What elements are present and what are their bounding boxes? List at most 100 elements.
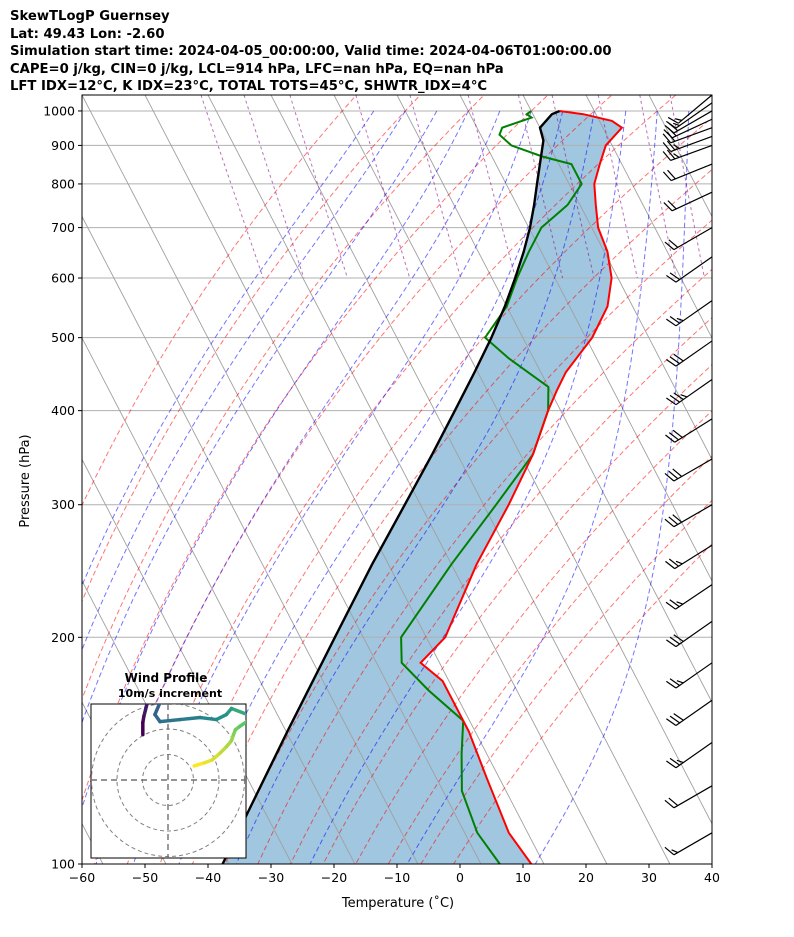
barb-feather <box>676 680 684 684</box>
hodograph-plot-area <box>91 704 246 858</box>
wind-barb <box>664 227 713 251</box>
wind-barb <box>666 378 713 406</box>
barb-feather <box>673 392 684 401</box>
barb-feather <box>666 397 677 406</box>
wind-barb <box>666 699 713 726</box>
y-tick-label: 800 <box>51 176 75 191</box>
barb-feather <box>668 239 679 248</box>
x-tick-label: −40 <box>195 870 221 885</box>
barb-staff <box>675 300 713 327</box>
barb-staff <box>671 118 713 139</box>
wind-barb <box>666 741 713 769</box>
dry-adiabat-line <box>192 168 712 864</box>
x-axis-label: Temperature (˚C) <box>341 895 454 911</box>
x-tick-label: 10 <box>515 870 531 885</box>
moist-adiabat-line <box>82 110 375 587</box>
mixing-ratio-line <box>355 95 411 279</box>
wind-barb <box>666 340 713 367</box>
mixing-ratio-line <box>467 95 516 279</box>
barb-feather <box>676 601 684 605</box>
barb-feather <box>673 122 680 127</box>
barb-staff <box>670 163 713 182</box>
barb-feather <box>669 316 680 324</box>
isotherm-line <box>648 95 712 218</box>
wind-barb <box>665 418 713 443</box>
barb-feather <box>665 434 676 443</box>
hodograph-title: Wind Profile <box>125 671 208 685</box>
y-tick-label: 500 <box>51 330 75 345</box>
barb-feather <box>675 560 683 565</box>
dry-adiabat-line <box>82 95 549 802</box>
barb-staff <box>673 227 713 251</box>
barb-staff <box>675 340 713 367</box>
barb-feather <box>673 153 680 158</box>
barb-staff <box>677 94 713 124</box>
mixing-ratio-line <box>409 95 462 279</box>
barb-staff <box>675 620 713 648</box>
moist-adiabat-line <box>132 110 532 864</box>
moist-adiabat-line <box>82 110 438 724</box>
dry-adiabat-line <box>322 364 712 864</box>
isotherm-line <box>522 95 712 461</box>
barb-staff <box>673 110 713 134</box>
barb-staff <box>675 256 713 283</box>
y-tick-label: 100 <box>51 857 75 872</box>
barb-staff <box>670 144 713 162</box>
mixing-ratio-line <box>669 95 705 279</box>
barb-staff <box>674 418 713 443</box>
barb-feather <box>669 678 680 686</box>
hodograph-subtitle: 10m/s increment <box>118 687 222 700</box>
x-tick-label: −20 <box>321 870 347 885</box>
isotherm-line <box>585 95 712 339</box>
hodograph-segment <box>153 704 162 717</box>
barb-feather <box>662 133 672 144</box>
barb-staff <box>673 458 713 482</box>
barb-feather <box>669 636 680 645</box>
wind-barbs-layer <box>662 94 713 856</box>
barb-feather <box>666 718 677 726</box>
barb-feather <box>666 140 676 151</box>
isotherm-line <box>333 95 712 825</box>
stability-indices: LFT IDX=12°C, K IDX=23°C, TOTAL TOTS=45°… <box>10 79 488 94</box>
barb-staff <box>670 135 713 153</box>
figure-title-block: SkewTLogP Guernsey Lat: 49.43 Lon: -2.60… <box>10 8 612 96</box>
wind-barb <box>666 620 713 648</box>
barb-staff <box>671 191 713 212</box>
parcel-profile <box>221 109 561 864</box>
barb-feather <box>680 394 688 398</box>
barb-staff <box>673 785 713 809</box>
wind-barb <box>663 191 713 212</box>
mixing-ratio-line <box>289 95 348 279</box>
barb-feather <box>666 274 677 283</box>
temperature-profile <box>419 110 624 864</box>
y-tick-label: 900 <box>51 138 75 153</box>
hodograph-inset: Wind Profile 10m/s increment <box>90 671 247 859</box>
barb-feather <box>672 514 683 523</box>
barb-feather <box>669 356 680 365</box>
station-title: SkewTLogP Guernsey <box>10 9 170 24</box>
dry-adiabat-line <box>82 95 421 603</box>
x-tick-label: 30 <box>641 870 657 885</box>
hodograph-segment <box>142 704 149 719</box>
barb-feather <box>669 757 680 766</box>
barb-feather <box>668 558 679 567</box>
moist-adiabat-line <box>82 110 406 652</box>
isotherm-line <box>144 95 545 864</box>
barb-feather <box>665 601 676 610</box>
barb-staff <box>673 832 713 856</box>
barb-feather <box>663 202 673 212</box>
barb-staff <box>675 699 713 726</box>
barb-feather <box>668 432 679 441</box>
hodograph-segment <box>229 706 246 716</box>
barb-staff <box>673 504 713 528</box>
barb-feather <box>672 468 683 477</box>
y-tick-label: 300 <box>51 497 75 512</box>
barb-feather <box>668 516 679 525</box>
isotherm-line <box>767 80 794 881</box>
hodograph-segment <box>210 751 223 762</box>
barb-feather <box>662 151 672 161</box>
barb-feather <box>676 317 684 322</box>
simulation-times: Simulation start time: 2024-04-05_00:00:… <box>10 44 612 59</box>
dry-adiabat-line <box>257 268 712 864</box>
